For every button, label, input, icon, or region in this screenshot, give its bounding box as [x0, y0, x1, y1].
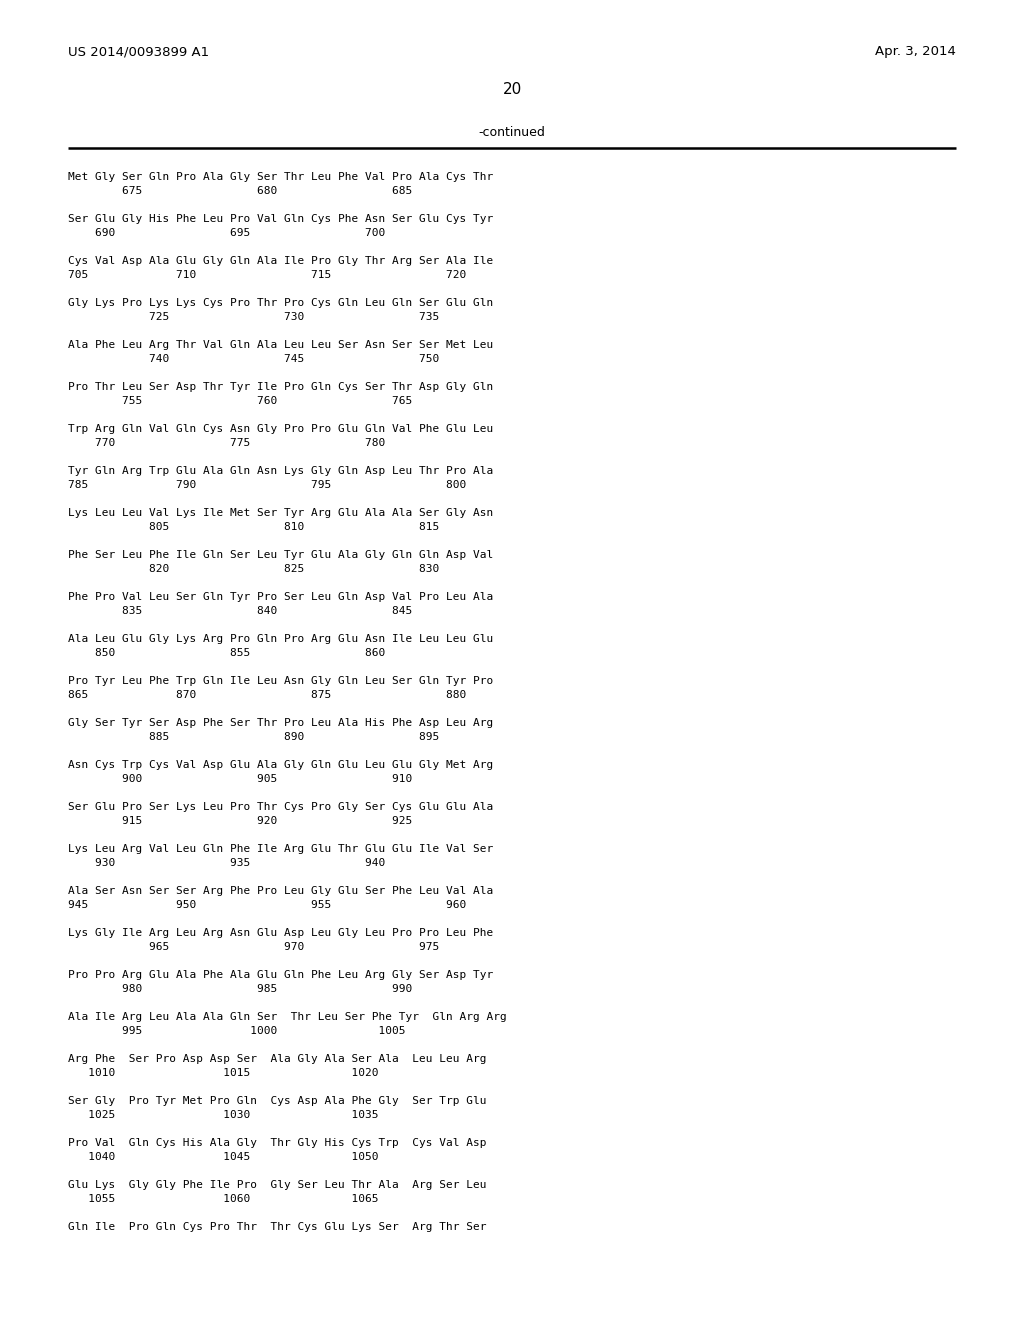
Text: 770                 775                 780: 770 775 780 [68, 438, 385, 447]
Text: 690                 695                 700: 690 695 700 [68, 228, 385, 238]
Text: -continued: -continued [478, 125, 546, 139]
Text: Pro Pro Arg Glu Ala Phe Ala Glu Gln Phe Leu Arg Gly Ser Asp Tyr: Pro Pro Arg Glu Ala Phe Ala Glu Gln Phe … [68, 970, 494, 979]
Text: Ala Leu Glu Gly Lys Arg Pro Gln Pro Arg Glu Asn Ile Leu Leu Glu: Ala Leu Glu Gly Lys Arg Pro Gln Pro Arg … [68, 634, 494, 644]
Text: 835                 840                 845: 835 840 845 [68, 606, 413, 616]
Text: Ala Ser Asn Ser Ser Arg Phe Pro Leu Gly Glu Ser Phe Leu Val Ala: Ala Ser Asn Ser Ser Arg Phe Pro Leu Gly … [68, 886, 494, 896]
Text: 945             950                 955                 960: 945 950 955 960 [68, 900, 466, 909]
Text: Ala Phe Leu Arg Thr Val Gln Ala Leu Leu Ser Asn Ser Ser Met Leu: Ala Phe Leu Arg Thr Val Gln Ala Leu Leu … [68, 341, 494, 350]
Text: 885                 890                 895: 885 890 895 [68, 733, 439, 742]
Text: 980                 985                 990: 980 985 990 [68, 983, 413, 994]
Text: 995                1000               1005: 995 1000 1005 [68, 1026, 406, 1036]
Text: Apr. 3, 2014: Apr. 3, 2014 [876, 45, 956, 58]
Text: Ala Ile Arg Leu Ala Ala Gln Ser  Thr Leu Ser Phe Tyr  Gln Arg Arg: Ala Ile Arg Leu Ala Ala Gln Ser Thr Leu … [68, 1012, 507, 1022]
Text: Ser Glu Pro Ser Lys Leu Pro Thr Cys Pro Gly Ser Cys Glu Glu Ala: Ser Glu Pro Ser Lys Leu Pro Thr Cys Pro … [68, 803, 494, 812]
Text: Gly Lys Pro Lys Lys Cys Pro Thr Pro Cys Gln Leu Gln Ser Glu Gln: Gly Lys Pro Lys Lys Cys Pro Thr Pro Cys … [68, 298, 494, 308]
Text: Pro Thr Leu Ser Asp Thr Tyr Ile Pro Gln Cys Ser Thr Asp Gly Gln: Pro Thr Leu Ser Asp Thr Tyr Ile Pro Gln … [68, 381, 494, 392]
Text: Pro Tyr Leu Phe Trp Gln Ile Leu Asn Gly Gln Leu Ser Gln Tyr Pro: Pro Tyr Leu Phe Trp Gln Ile Leu Asn Gly … [68, 676, 494, 686]
Text: Arg Phe  Ser Pro Asp Asp Ser  Ala Gly Ala Ser Ala  Leu Leu Arg: Arg Phe Ser Pro Asp Asp Ser Ala Gly Ala … [68, 1053, 486, 1064]
Text: 755                 760                 765: 755 760 765 [68, 396, 413, 407]
Text: 1040                1045               1050: 1040 1045 1050 [68, 1152, 379, 1162]
Text: 1010                1015               1020: 1010 1015 1020 [68, 1068, 379, 1078]
Text: 1025                1030               1035: 1025 1030 1035 [68, 1110, 379, 1119]
Text: Asn Cys Trp Cys Val Asp Glu Ala Gly Gln Glu Leu Glu Gly Met Arg: Asn Cys Trp Cys Val Asp Glu Ala Gly Gln … [68, 760, 494, 770]
Text: 900                 905                 910: 900 905 910 [68, 774, 413, 784]
Text: Gln Ile  Pro Gln Cys Pro Thr  Thr Cys Glu Lys Ser  Arg Thr Ser: Gln Ile Pro Gln Cys Pro Thr Thr Cys Glu … [68, 1222, 486, 1232]
Text: 725                 730                 735: 725 730 735 [68, 312, 439, 322]
Text: Glu Lys  Gly Gly Phe Ile Pro  Gly Ser Leu Thr Ala  Arg Ser Leu: Glu Lys Gly Gly Phe Ile Pro Gly Ser Leu … [68, 1180, 486, 1191]
Text: 705             710                 715                 720: 705 710 715 720 [68, 271, 466, 280]
Text: 785             790                 795                 800: 785 790 795 800 [68, 480, 466, 490]
Text: Cys Val Asp Ala Glu Gly Gln Ala Ile Pro Gly Thr Arg Ser Ala Ile: Cys Val Asp Ala Glu Gly Gln Ala Ile Pro … [68, 256, 494, 267]
Text: 740                 745                 750: 740 745 750 [68, 354, 439, 364]
Text: 675                 680                 685: 675 680 685 [68, 186, 413, 195]
Text: Met Gly Ser Gln Pro Ala Gly Ser Thr Leu Phe Val Pro Ala Cys Thr: Met Gly Ser Gln Pro Ala Gly Ser Thr Leu … [68, 172, 494, 182]
Text: 930                 935                 940: 930 935 940 [68, 858, 385, 869]
Text: 865             870                 875                 880: 865 870 875 880 [68, 690, 466, 700]
Text: Pro Val  Gln Cys His Ala Gly  Thr Gly His Cys Trp  Cys Val Asp: Pro Val Gln Cys His Ala Gly Thr Gly His … [68, 1138, 486, 1148]
Text: Ser Glu Gly His Phe Leu Pro Val Gln Cys Phe Asn Ser Glu Cys Tyr: Ser Glu Gly His Phe Leu Pro Val Gln Cys … [68, 214, 494, 224]
Text: Tyr Gln Arg Trp Glu Ala Gln Asn Lys Gly Gln Asp Leu Thr Pro Ala: Tyr Gln Arg Trp Glu Ala Gln Asn Lys Gly … [68, 466, 494, 477]
Text: 805                 810                 815: 805 810 815 [68, 521, 439, 532]
Text: 915                 920                 925: 915 920 925 [68, 816, 413, 826]
Text: 820                 825                 830: 820 825 830 [68, 564, 439, 574]
Text: Lys Leu Arg Val Leu Gln Phe Ile Arg Glu Thr Glu Glu Ile Val Ser: Lys Leu Arg Val Leu Gln Phe Ile Arg Glu … [68, 843, 494, 854]
Text: US 2014/0093899 A1: US 2014/0093899 A1 [68, 45, 209, 58]
Text: Phe Pro Val Leu Ser Gln Tyr Pro Ser Leu Gln Asp Val Pro Leu Ala: Phe Pro Val Leu Ser Gln Tyr Pro Ser Leu … [68, 591, 494, 602]
Text: Trp Arg Gln Val Gln Cys Asn Gly Pro Pro Glu Gln Val Phe Glu Leu: Trp Arg Gln Val Gln Cys Asn Gly Pro Pro … [68, 424, 494, 434]
Text: Phe Ser Leu Phe Ile Gln Ser Leu Tyr Glu Ala Gly Gln Gln Asp Val: Phe Ser Leu Phe Ile Gln Ser Leu Tyr Glu … [68, 550, 494, 560]
Text: 965                 970                 975: 965 970 975 [68, 942, 439, 952]
Text: Ser Gly  Pro Tyr Met Pro Gln  Cys Asp Ala Phe Gly  Ser Trp Glu: Ser Gly Pro Tyr Met Pro Gln Cys Asp Ala … [68, 1096, 486, 1106]
Text: Lys Gly Ile Arg Leu Arg Asn Glu Asp Leu Gly Leu Pro Pro Leu Phe: Lys Gly Ile Arg Leu Arg Asn Glu Asp Leu … [68, 928, 494, 939]
Text: Gly Ser Tyr Ser Asp Phe Ser Thr Pro Leu Ala His Phe Asp Leu Arg: Gly Ser Tyr Ser Asp Phe Ser Thr Pro Leu … [68, 718, 494, 729]
Text: 850                 855                 860: 850 855 860 [68, 648, 385, 657]
Text: Lys Leu Leu Val Lys Ile Met Ser Tyr Arg Glu Ala Ala Ser Gly Asn: Lys Leu Leu Val Lys Ile Met Ser Tyr Arg … [68, 508, 494, 517]
Text: 20: 20 [503, 82, 521, 98]
Text: 1055                1060               1065: 1055 1060 1065 [68, 1195, 379, 1204]
